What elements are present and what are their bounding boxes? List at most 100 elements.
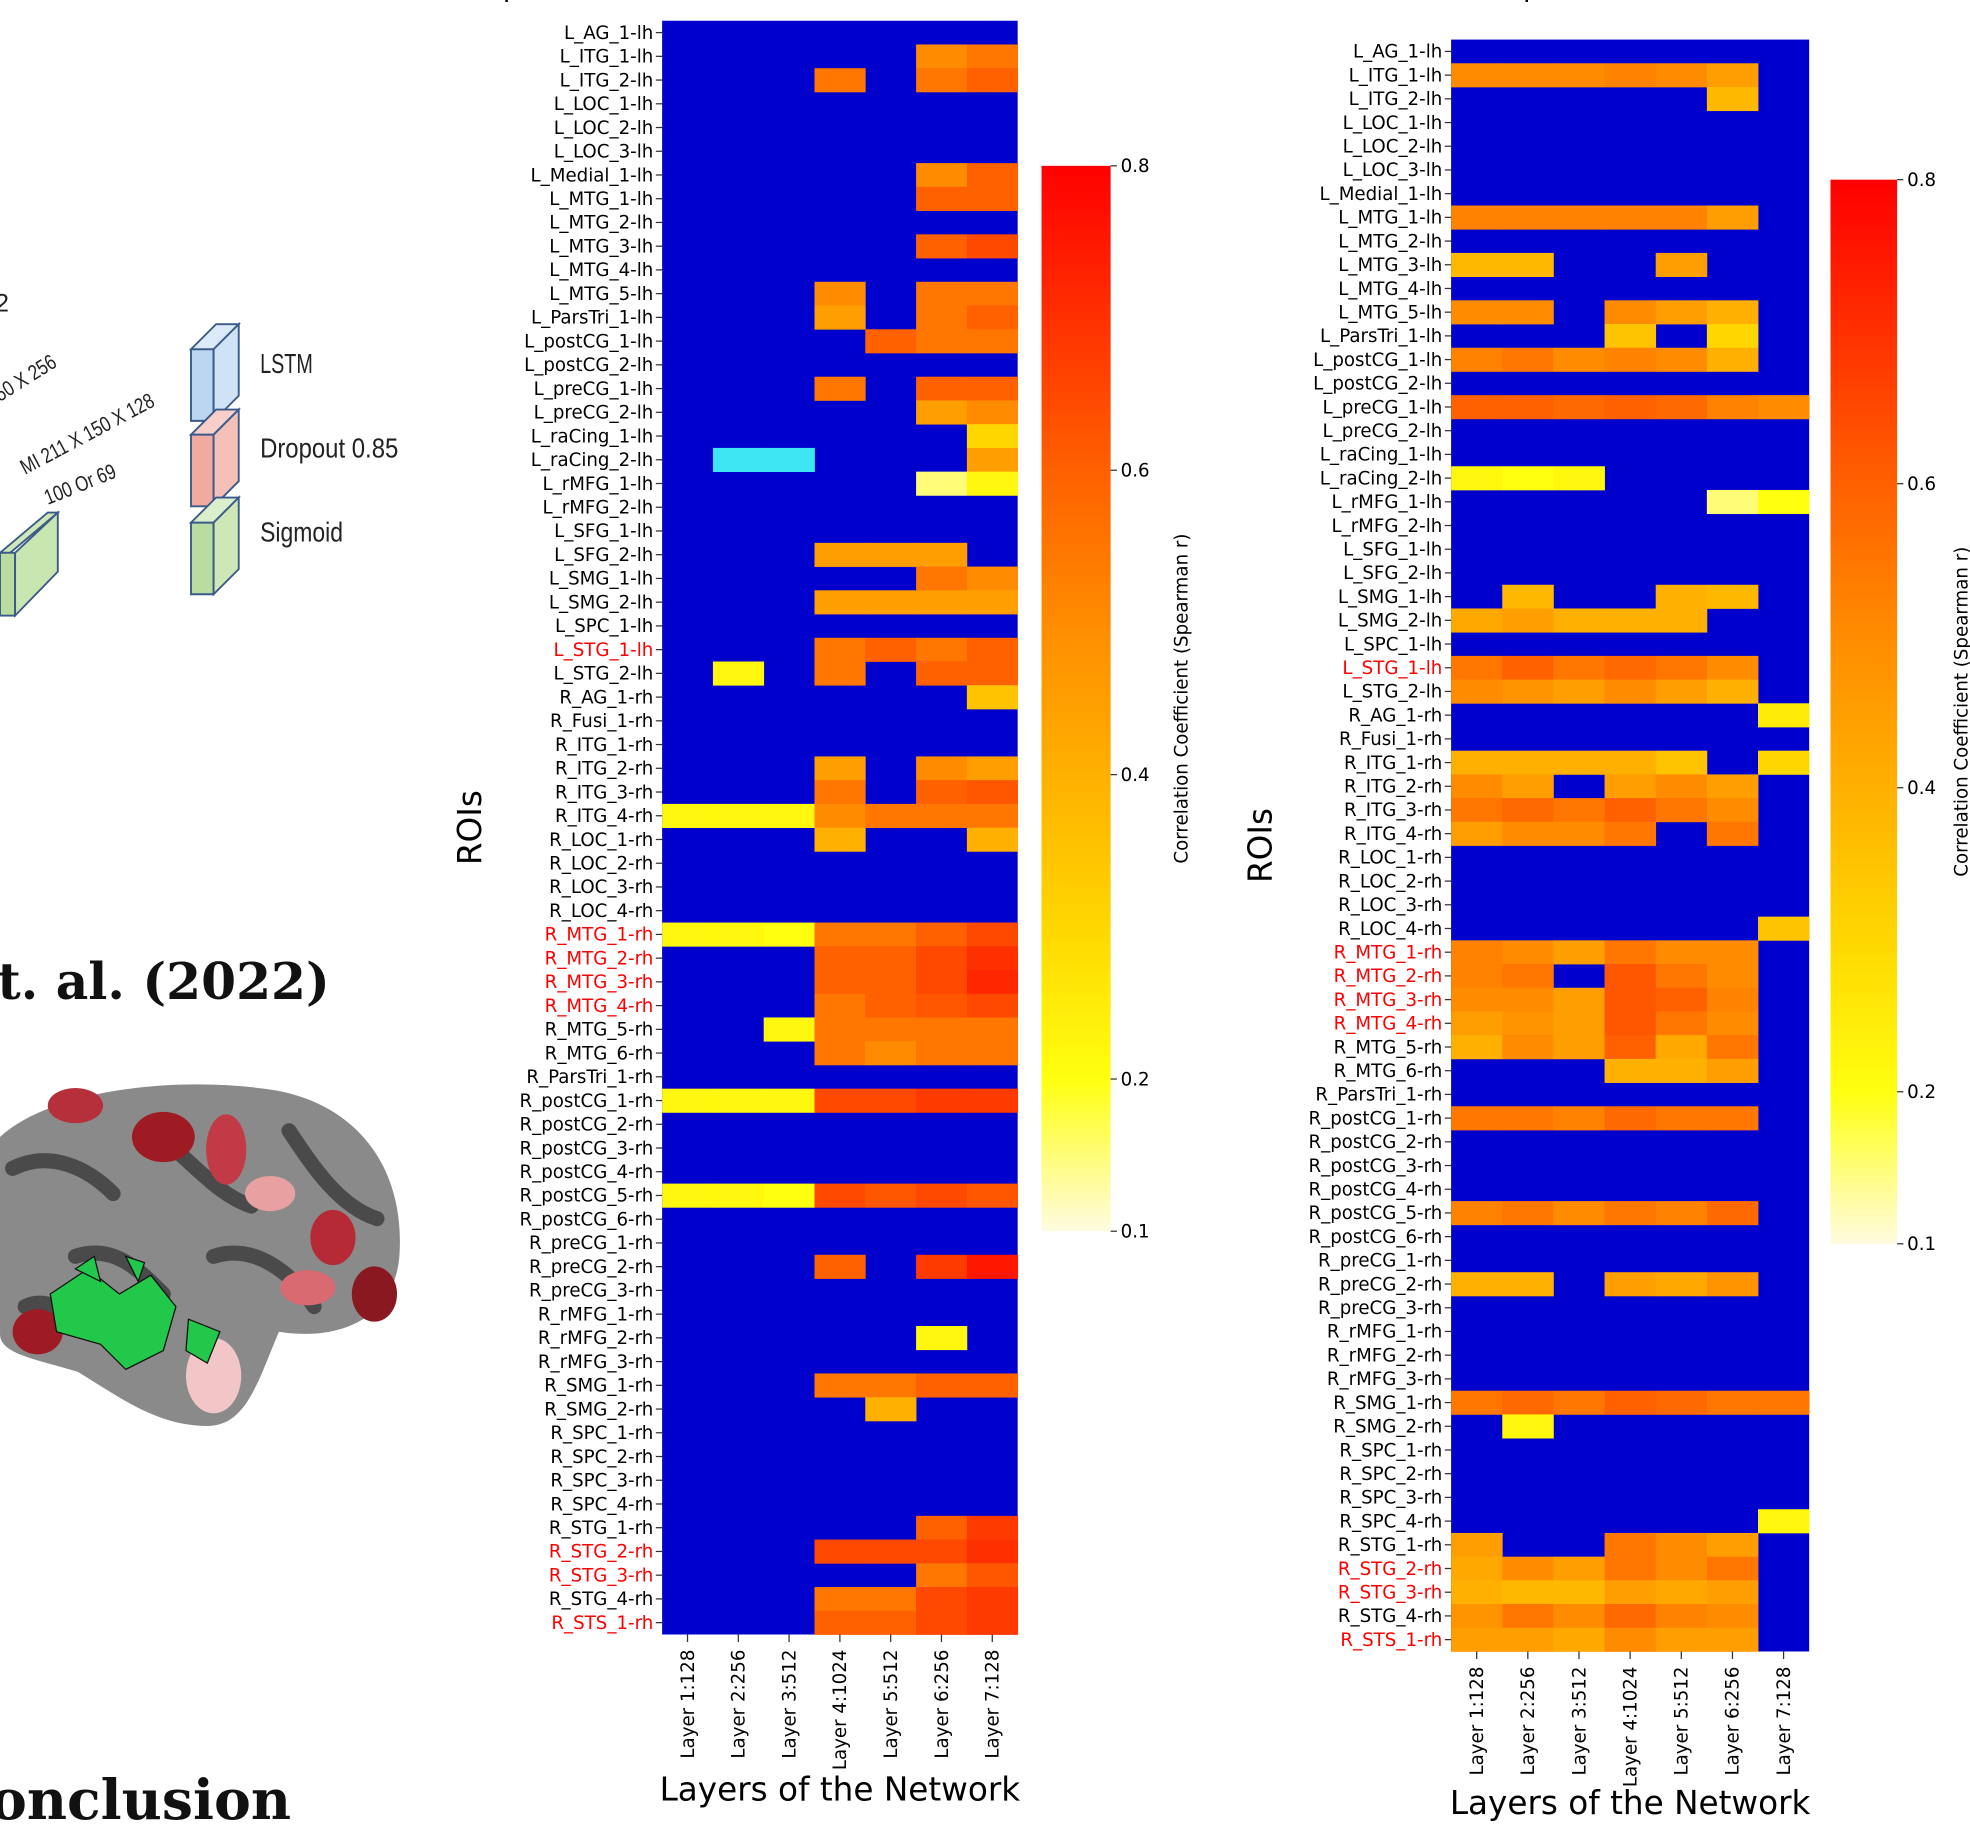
heatmap-cell: [1605, 1604, 1657, 1628]
heatmap-cell: [1553, 1604, 1605, 1628]
heatmap-cell: [1451, 253, 1503, 277]
heatmap-cell: [814, 543, 865, 567]
heatmap-cell: [764, 448, 815, 472]
colorbar-tick-label: 0.4: [1121, 765, 1150, 786]
heatmap-cell: [1502, 1035, 1554, 1059]
brain-region: [132, 1112, 195, 1162]
legend-label: Dropout 0.85: [260, 432, 398, 463]
y-tick-label: L_STG_1-lh: [553, 640, 653, 661]
heatmap-cell: [916, 377, 967, 401]
heatmap-cell: [1553, 798, 1605, 822]
heatmap-cell: [764, 1184, 815, 1208]
heatmap-cell: [1707, 798, 1759, 822]
y-tick-label: L_SMG_2-lh: [549, 592, 653, 613]
heatmap-cell: [1758, 751, 1810, 775]
heatmap-cell: [1707, 490, 1759, 514]
x-tick-label: Layer 7:128: [1774, 1667, 1795, 1776]
heatmap-cell: [1605, 1391, 1657, 1415]
heatmap-cell: [1451, 1628, 1503, 1652]
heatmap-cell: [1553, 940, 1605, 964]
heatmap-cell: [967, 780, 1018, 804]
x-tick-label: Layer 5:512: [1672, 1667, 1693, 1776]
heatmap-cell: [865, 1017, 916, 1041]
y-tick-label: L_MTG_3-lh: [549, 236, 653, 257]
y-tick-label: L_ParsTri_1-lh: [531, 308, 653, 329]
heatmap-cell: [1605, 1533, 1657, 1557]
heatmap-cell: [1605, 1580, 1657, 1604]
heatmap-cell: [1707, 988, 1759, 1012]
heatmap-cell: [967, 1184, 1018, 1208]
heatmap-cell: [1758, 703, 1810, 727]
heatmap-cell: [1451, 751, 1503, 775]
heatmap-cell: [967, 187, 1018, 211]
y-tick-label: L_SFG_2-lh: [554, 545, 653, 566]
heatmap-cell: [764, 1017, 815, 1041]
brain-region: [206, 1114, 246, 1184]
heatmap-cell: [814, 590, 865, 614]
heatmap-cell: [967, 638, 1018, 662]
y-tick-label: L_SMG_2-lh: [1338, 611, 1442, 632]
heatmap-cell: [1656, 1011, 1708, 1035]
x-tick-label: Layer 7:128: [983, 1650, 1004, 1759]
heatmap-cell: [814, 923, 865, 947]
heatmap-cell: [1451, 1604, 1503, 1628]
y-tick-label: L_MTG_2-lh: [1338, 231, 1442, 252]
heatmap-cell: [967, 472, 1018, 496]
heatmap-cell: [1502, 1011, 1554, 1035]
heatmap-cell: [1656, 964, 1708, 988]
heatmap-cell: [967, 828, 1018, 852]
heatmap-cell: [1656, 680, 1708, 704]
colorbar-title: Correlation Coefficient (Spearman r): [1951, 547, 1970, 877]
heatmap-cell: [1451, 1557, 1503, 1581]
heatmap-cell: [916, 68, 967, 92]
heatmap-cell: [967, 756, 1018, 780]
y-tick-label: R_preCG_3-rh: [529, 1281, 653, 1302]
y-tick-label: R_STS_1-rh: [1340, 1630, 1442, 1651]
heatmap-cell: [1502, 608, 1554, 632]
heatmap-cell: [662, 923, 713, 947]
heatmap-cell: [1451, 964, 1503, 988]
heatmap-cell: [1707, 1557, 1759, 1581]
heatmap-cell: [1656, 1628, 1708, 1652]
heatmap-cell: [1605, 63, 1657, 87]
y-tick-label: R_MTG_4-rh: [545, 996, 654, 1017]
legend-swatch: [191, 523, 214, 595]
y-tick-label: L_STG_2-lh: [553, 664, 653, 685]
heatmap-cell: [1553, 206, 1605, 230]
y-tick-label: R_MTG_1-rh: [545, 925, 654, 946]
heatmap-cell: [814, 282, 865, 306]
heatmap-cell: [814, 946, 865, 970]
y-tick-label: R_postCG_5-rh: [519, 1186, 653, 1207]
y-tick-label: R_STG_4-rh: [1338, 1606, 1442, 1627]
heatmap-cell: [1605, 1035, 1657, 1059]
y-tick-label: L_preCG_1-lh: [1323, 397, 1443, 418]
heatmap-cell: [1656, 1533, 1708, 1557]
heatmap-cell: [1553, 1391, 1605, 1415]
heatmap-cell: [967, 1041, 1018, 1065]
heatmap-cell: [967, 1540, 1018, 1564]
y-tick-label: R_postCG_3-rh: [519, 1138, 653, 1159]
y-tick-label: R_SPC_2-rh: [550, 1447, 653, 1468]
heatmap-cell: [1605, 206, 1657, 230]
heatmap-cell: [1502, 466, 1554, 490]
heatmap-cell: [967, 424, 1018, 448]
heatmap-cell: [1502, 940, 1554, 964]
heatmap-cell: [1605, 656, 1657, 680]
heatmap-cell: [1451, 395, 1503, 419]
heatmap-cell: [1451, 940, 1503, 964]
heatmap-cell: [1451, 63, 1503, 87]
y-tick-label: L_ITG_1-lh: [1349, 65, 1443, 86]
heatmap-cell: [764, 804, 815, 828]
heatmap-cell: [814, 994, 865, 1018]
heatmap-cell: [916, 282, 967, 306]
heatmap-cell: [865, 543, 916, 567]
heatmap-cell: [1707, 1011, 1759, 1035]
heatmap-cell: [1605, 1011, 1657, 1035]
y-tick-label: R_LOC_4-rh: [1338, 919, 1442, 940]
heatmap-cell: [916, 970, 967, 994]
heatmap-cell: [916, 590, 967, 614]
heatmap-cell: [916, 923, 967, 947]
heatmap-cell: [713, 448, 764, 472]
y-tick-label: R_preCG_3-rh: [1318, 1298, 1442, 1319]
colorbar-tick-label: 0.4: [1907, 778, 1936, 799]
